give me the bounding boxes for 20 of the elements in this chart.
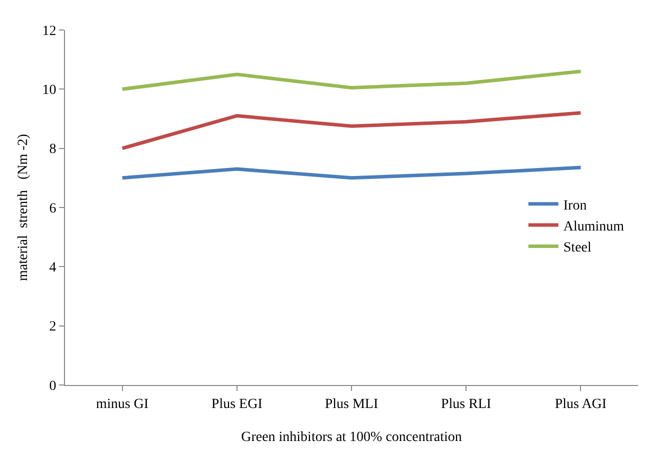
- legend-label: Steel: [563, 240, 592, 256]
- x-axis-title: Green inhibitors at 100% concentration: [241, 430, 462, 446]
- x-tick-label: Plus EGI: [211, 396, 263, 412]
- y-tick-label: 6: [49, 201, 56, 216]
- y-tick-label: 2: [49, 320, 56, 335]
- x-tick-label: Plus AGI: [554, 396, 607, 412]
- y-tick-label: 10: [42, 83, 56, 98]
- x-tick-label: minus GI: [96, 396, 149, 412]
- line-series: [120, 111, 582, 150]
- x-tick-label: Plus MLI: [324, 396, 378, 412]
- y-tick-label: 0: [49, 378, 56, 394]
- line-series: [120, 70, 582, 91]
- legend-label: Iron: [563, 198, 587, 214]
- y-tick-label: 4: [49, 260, 56, 276]
- y-axis-title: material strenth (Nm -2): [16, 134, 31, 281]
- legend-label: Aluminum: [563, 220, 624, 235]
- y-tick-label: 12: [42, 24, 56, 39]
- y-tick-label: 8: [49, 142, 56, 158]
- x-tick-label: Plus RLI: [441, 396, 492, 412]
- line-series: [120, 166, 582, 180]
